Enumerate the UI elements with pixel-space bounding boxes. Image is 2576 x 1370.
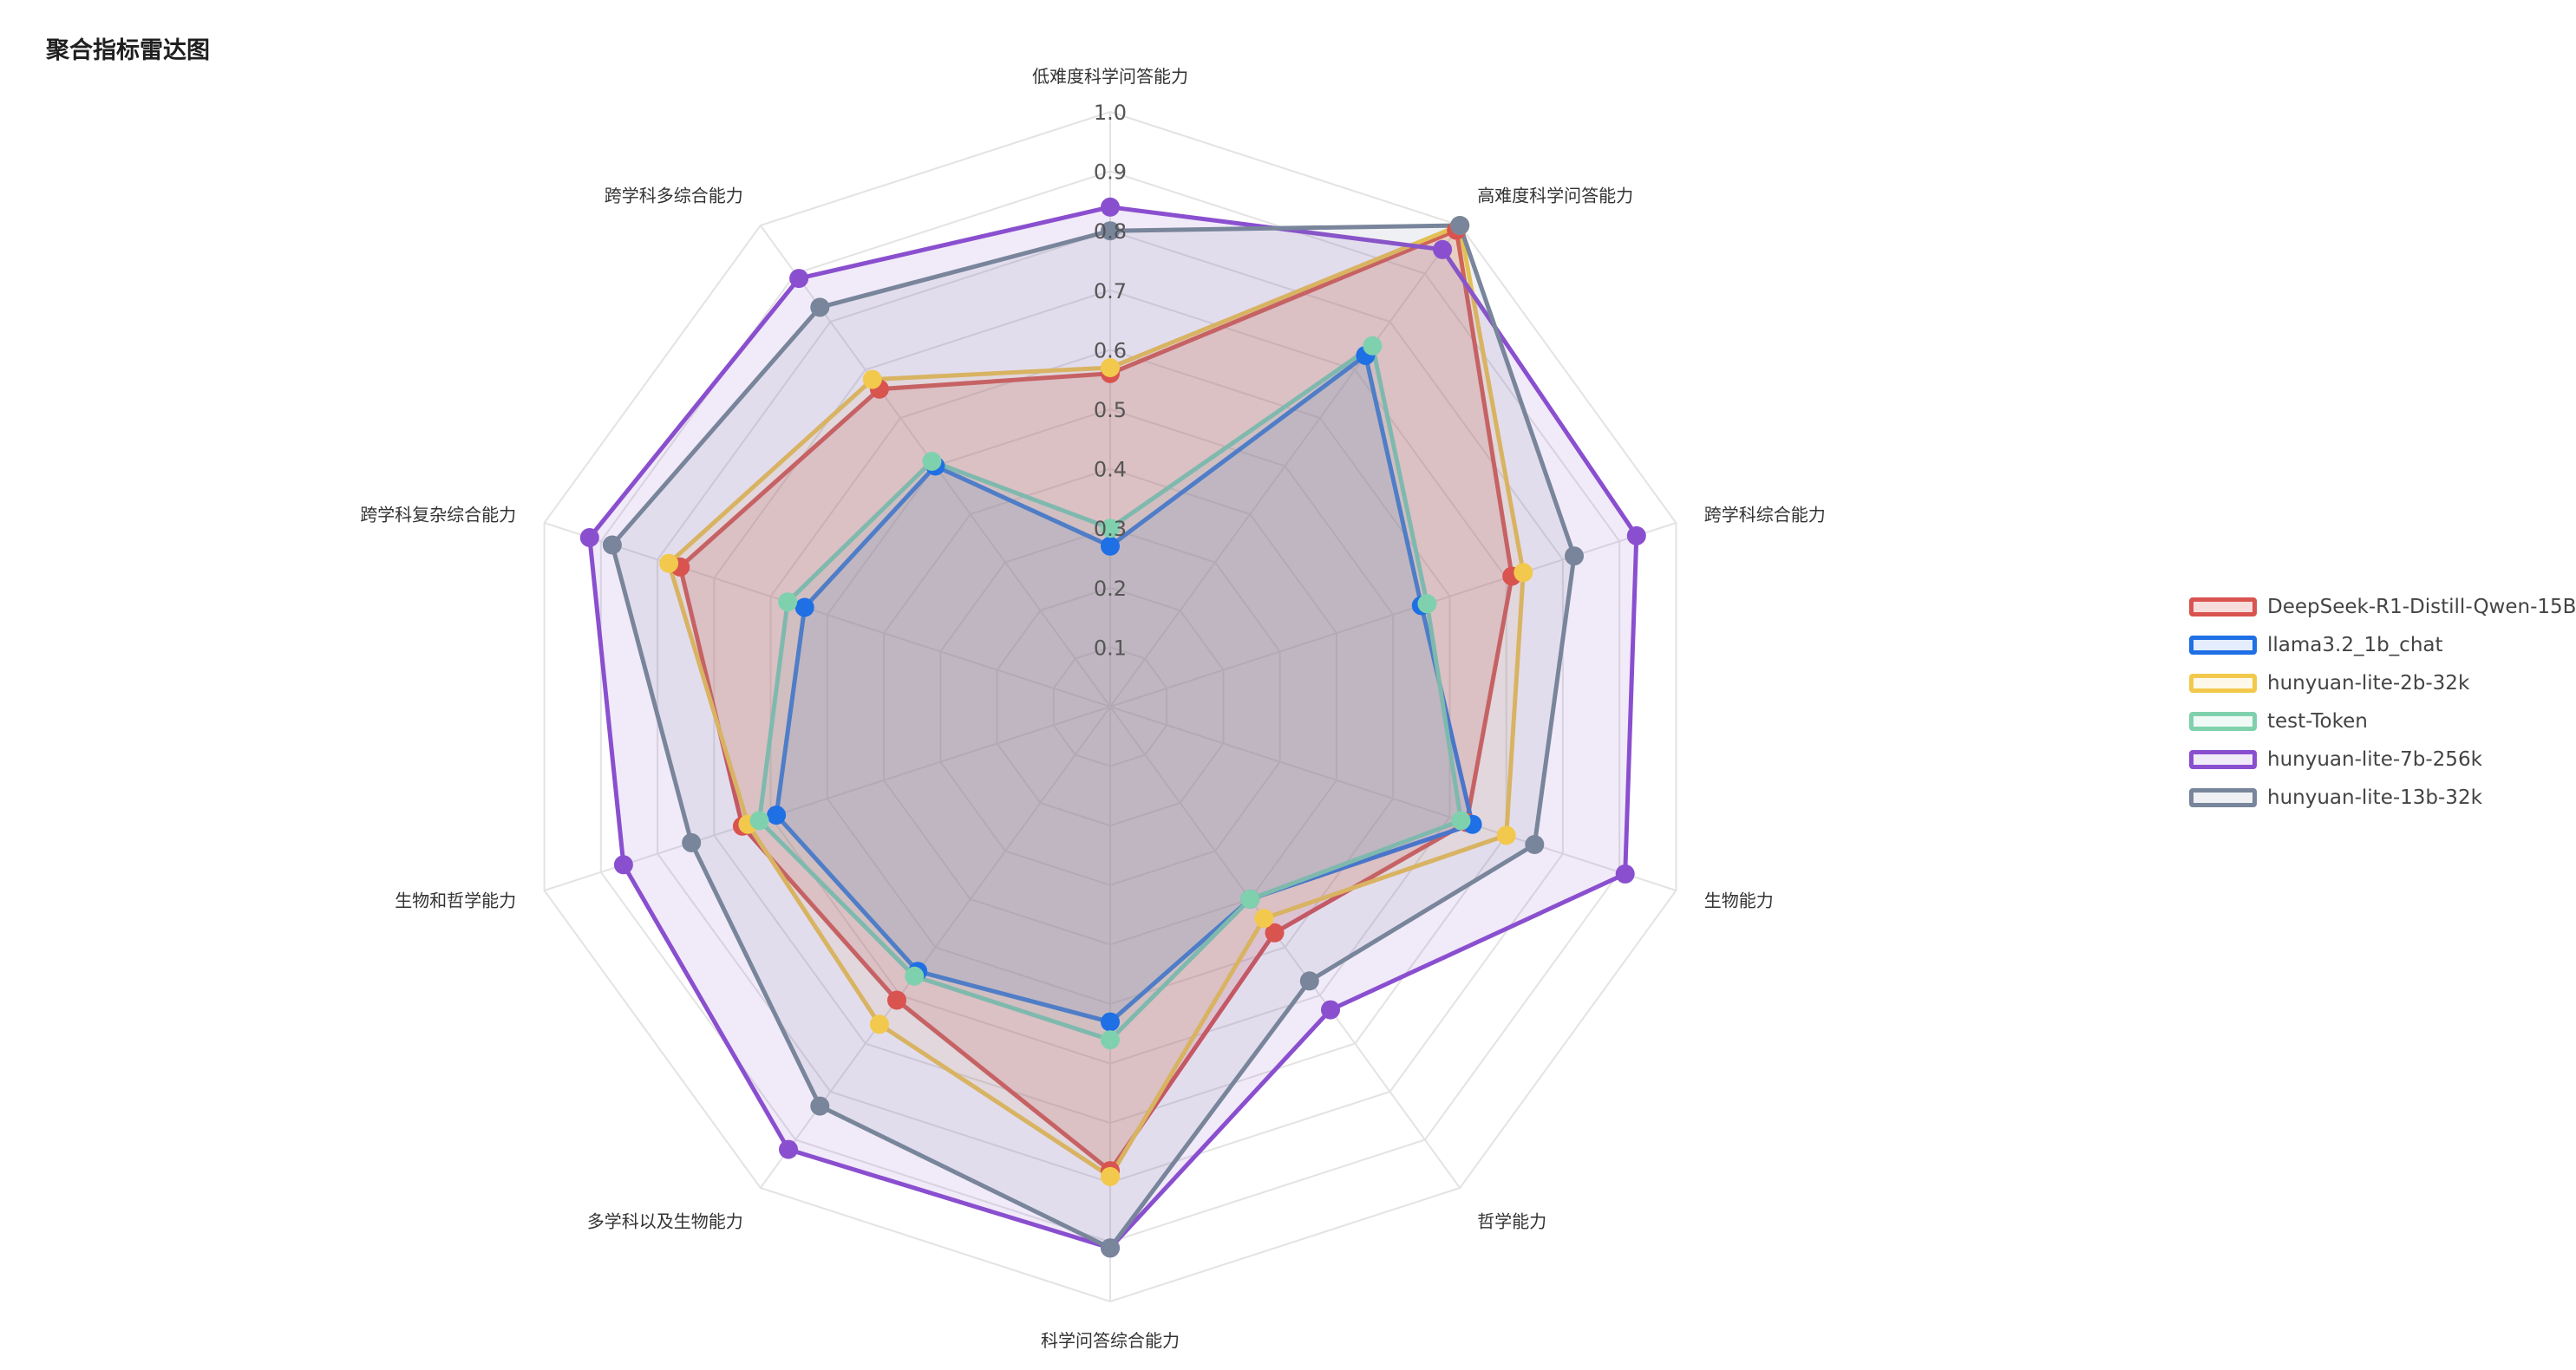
legend-item[interactable]: hunyuan-lite-7b-256k [2189,740,2571,779]
data-point[interactable] [1615,864,1635,884]
axis-label: 多学科以及生物能力 [587,1211,743,1232]
data-point[interactable] [1254,909,1274,929]
data-point[interactable] [810,297,830,317]
data-point[interactable] [1514,563,1533,583]
tick-label: 0.8 [1094,219,1127,244]
axis-line [1109,706,1677,891]
legend-swatch [2189,750,2257,769]
axis-label: 跨学科多综合能力 [605,186,743,206]
axis-label: 低难度科学问答能力 [1032,66,1188,87]
tick-label: 0.3 [1094,517,1127,541]
data-point[interactable] [1101,536,1120,556]
tick-label: 0.2 [1094,577,1127,601]
data-point[interactable] [1101,1166,1120,1186]
data-point[interactable] [862,369,882,389]
data-point[interactable] [778,592,798,612]
axis-label: 科学问答综合能力 [1041,1330,1180,1351]
data-point[interactable] [659,553,679,573]
radar-series [579,197,1646,1258]
data-point[interactable] [810,1096,830,1116]
data-point[interactable] [869,1014,889,1034]
data-point[interactable] [1101,358,1120,377]
data-point[interactable] [1433,239,1453,259]
data-point[interactable] [579,528,599,547]
data-point[interactable] [682,832,702,852]
data-point[interactable] [1299,971,1319,991]
legend-swatch [2189,597,2257,616]
axis-line [1109,225,1461,708]
axis-label: 高难度科学问答能力 [1477,186,1633,206]
legend-label: hunyuan-lite-13b-32k [2267,786,2482,809]
data-point[interactable] [1101,1012,1120,1032]
data-point[interactable] [1101,1030,1120,1050]
tick-label: 0.6 [1094,338,1127,362]
axis-label: 哲学能力 [1477,1211,1546,1232]
axis-label: 生物和哲学能力 [395,890,516,911]
data-point[interactable] [1450,216,1470,235]
data-point[interactable] [1363,336,1383,356]
legend-label: hunyuan-lite-2b-32k [2267,672,2470,695]
data-point[interactable] [1101,221,1120,241]
data-point[interactable] [767,806,787,825]
tick-label: 0.5 [1094,398,1127,422]
legend-item[interactable]: llama3.2_1b_chat [2189,626,2571,664]
axis-label: 生物能力 [1704,890,1774,911]
legend-label: llama3.2_1b_chat [2267,634,2443,656]
legend-item[interactable]: test-Token [2189,702,2571,740]
radar-labels: 0.1 0.2 0.3 0.4 0.5 0.6 0.7 0.8 0.9 1.0 低难度科学问答能力高… [360,66,1826,1351]
axis-line [1109,706,1461,1189]
data-point[interactable] [794,597,814,617]
data-point[interactable] [1101,1238,1120,1258]
data-point[interactable] [1626,525,1646,545]
data-point[interactable] [1321,1000,1340,1020]
data-point[interactable] [779,1139,798,1159]
data-point[interactable] [887,990,906,1010]
legend-swatch [2189,788,2257,807]
legend-label: test-Token [2267,710,2368,733]
legend-item[interactable]: hunyuan-lite-13b-32k [2189,779,2571,817]
data-point[interactable] [1417,594,1437,614]
data-point[interactable] [749,811,769,831]
tick-label: 0.9 [1094,160,1127,185]
axis-line [544,522,1111,708]
legend-label: hunyuan-lite-7b-256k [2267,748,2482,771]
data-point[interactable] [1525,835,1545,854]
data-point[interactable] [1101,197,1120,217]
data-point[interactable] [1565,546,1584,566]
legend-swatch [2189,712,2257,731]
data-point[interactable] [789,269,809,289]
data-point[interactable] [1265,923,1285,943]
tick-label: 0.7 [1094,279,1127,303]
axis-label: 跨学科综合能力 [1704,505,1826,525]
tick-label: 0.1 [1094,636,1127,660]
data-point[interactable] [602,535,622,555]
legend-item[interactable]: hunyuan-lite-2b-32k [2189,664,2571,702]
tick-label: 1.0 [1094,101,1127,125]
data-point[interactable] [922,452,942,471]
data-point[interactable] [1451,811,1471,831]
data-point[interactable] [613,855,633,875]
axis-label: 跨学科复杂综合能力 [360,505,516,525]
legend-label: DeepSeek-R1-Distill-Qwen-15B [2267,596,2576,618]
legend-item[interactable]: DeepSeek-R1-Distill-Qwen-15B [2189,588,2576,626]
axis-line [544,706,1111,891]
tick-label: 0.4 [1094,458,1127,482]
data-point[interactable] [1496,825,1516,845]
data-point[interactable] [1101,519,1120,538]
legend-swatch [2189,674,2257,693]
data-point[interactable] [905,966,925,986]
legend-swatch [2189,636,2257,655]
chart-title: 聚合指标雷达图 [46,37,210,64]
chart-legend: DeepSeek-R1-Distill-Qwen-15B llama3.2_1b_… [2189,588,2576,817]
data-point[interactable] [1240,890,1260,909]
